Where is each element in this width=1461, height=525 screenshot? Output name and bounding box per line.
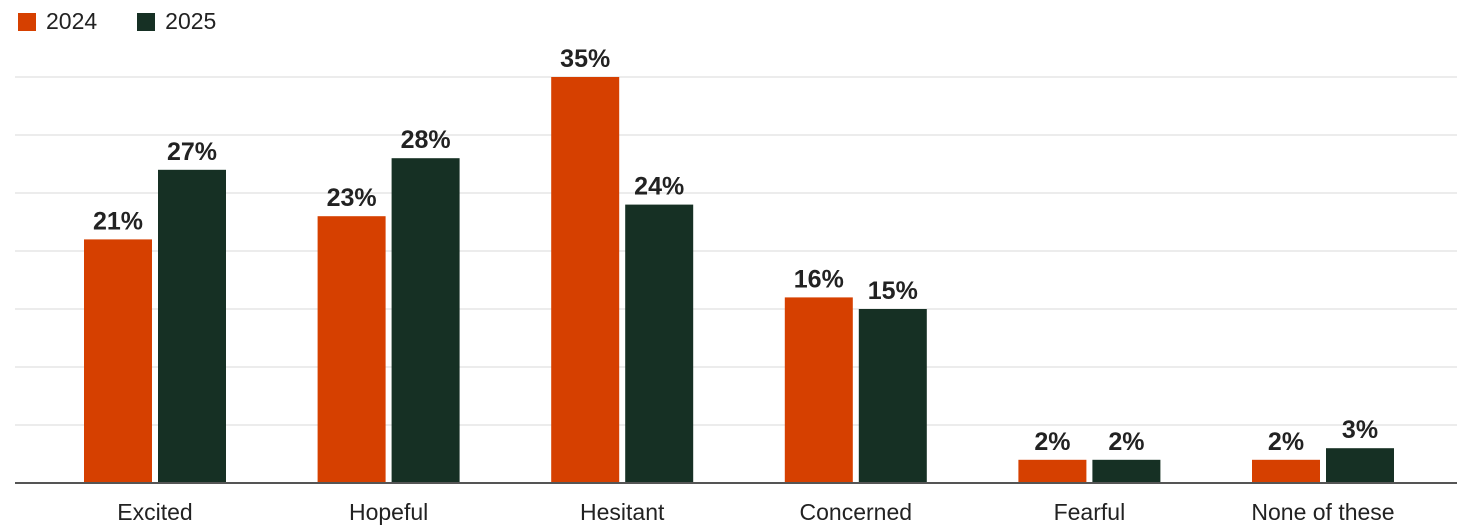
legend-swatch-2025: [137, 12, 156, 31]
value-label-none-of-these-2025: 3%: [1342, 416, 1378, 444]
category-label-excited: Excited: [117, 499, 192, 525]
value-label-concerned-2024: 16%: [794, 265, 844, 293]
legend-item-2025: 2025: [137, 8, 216, 35]
bar-concerned-2025: [858, 309, 927, 483]
value-label-excited-2025: 27%: [167, 138, 217, 166]
legend-swatch-2024: [18, 12, 36, 31]
value-label-excited-2024: 21%: [93, 207, 143, 235]
category-label-hesitant: Hesitant: [580, 499, 665, 525]
bar-hesitant-2025: [625, 204, 694, 483]
value-labels: 21% 27% 23% 28% 35% 24% 16% 15% 2% 2% 2% 3%: [93, 45, 1378, 456]
bar-fearful-2025: [1092, 459, 1161, 483]
gridlines: [15, 76, 1457, 426]
bar-hesitant-2024: [551, 77, 620, 483]
value-label-none-of-these-2024: 2%: [1268, 428, 1304, 456]
legend-label-2025: 2025: [165, 8, 217, 34]
legend-label-2024: 2024: [46, 8, 98, 34]
value-label-hesitant-2024: 35%: [560, 45, 610, 73]
value-label-hopeful-2025: 28%: [401, 126, 451, 154]
category-label-hopeful: Hopeful: [349, 499, 428, 525]
bar-excited-2025: [158, 169, 226, 484]
value-label-hesitant-2025: 24%: [634, 173, 684, 201]
bar-fearful-2024: [1018, 459, 1087, 483]
bar-hopeful-2025: [391, 158, 460, 483]
legend: 2024 2025: [18, 8, 216, 35]
category-label-fearful: Fearful: [1054, 499, 1126, 525]
value-label-concerned-2025: 15%: [868, 277, 918, 305]
bar-concerned-2024: [784, 297, 853, 483]
bar-none-of-these-2025: [1326, 448, 1394, 483]
category-labels: Excited Hopeful Hesitant Concerned Fearful No…: [117, 499, 1394, 525]
bar-none-of-these-2024: [1252, 459, 1320, 483]
legend-item-2024: 2024: [18, 8, 97, 35]
bar-excited-2024: [84, 239, 152, 483]
category-label-none-of-these: None of these: [1251, 499, 1394, 525]
category-label-concerned: Concerned: [800, 499, 913, 525]
value-label-fearful-2025: 2%: [1108, 428, 1144, 456]
value-label-fearful-2024: 2%: [1034, 428, 1070, 456]
bars: [84, 77, 1394, 484]
bar-hopeful-2024: [317, 216, 386, 483]
value-label-hopeful-2024: 23%: [327, 184, 377, 212]
